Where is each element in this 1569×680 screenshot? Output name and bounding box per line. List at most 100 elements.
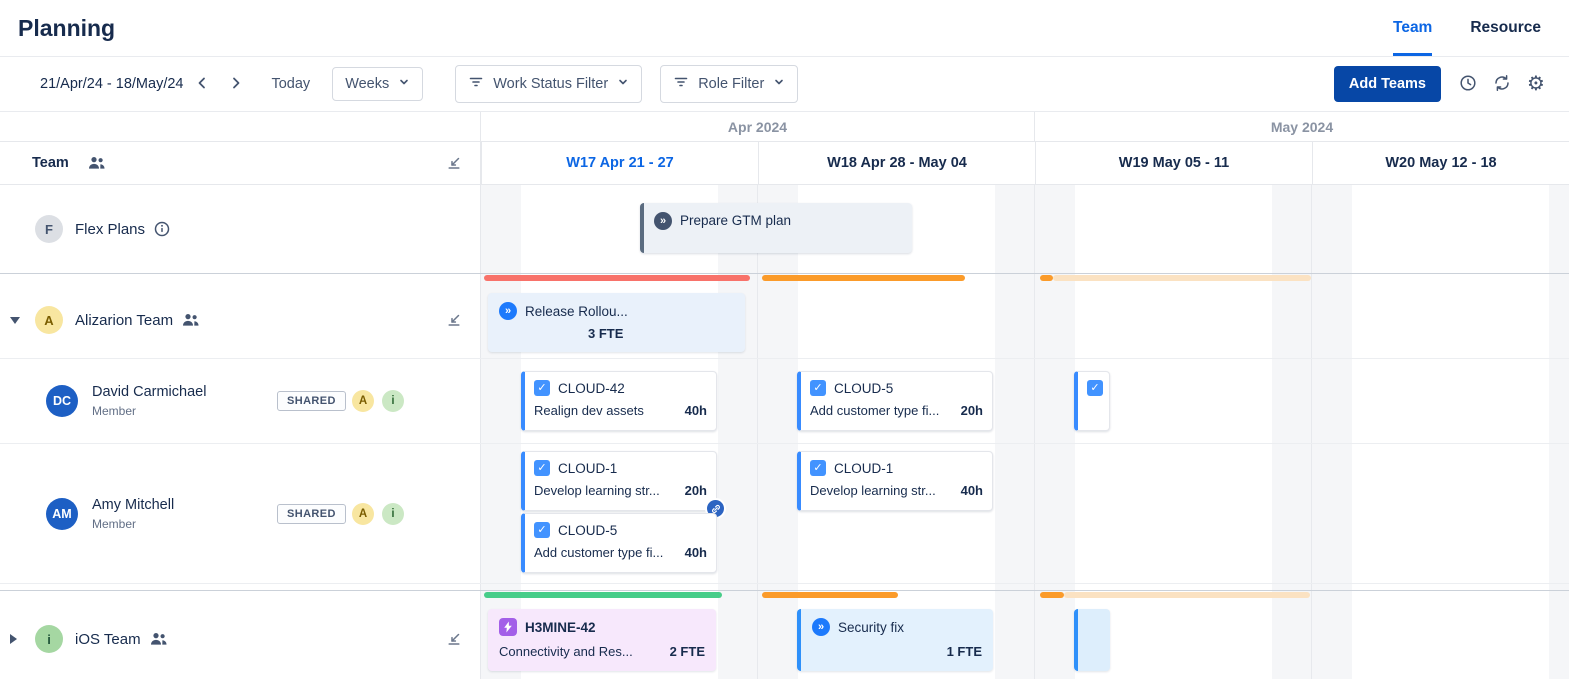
alizarion-team-cell: A Alizarion Team [0, 282, 481, 358]
mini-avatar-team: A [352, 502, 374, 525]
mini-avatar-team: i [382, 390, 404, 412]
tab-team[interactable]: Team [1393, 0, 1433, 56]
ios-team-name: iOS Team [75, 630, 141, 648]
issue-card-cloud-1[interactable]: ✓ CLOUD-1 Develop learning str... 40h [797, 451, 993, 511]
filter-icon [468, 74, 484, 94]
plan-card-security-fix[interactable]: » Security fix 1 FTE [797, 609, 993, 671]
info-icon[interactable] [154, 221, 170, 237]
issue-key: CLOUD-1 [834, 460, 894, 476]
flex-plans-name: Flex Plans [75, 220, 146, 238]
fte-label: 1 FTE [946, 644, 982, 659]
david-timeline: ✓ CLOUD-42 Realign dev assets 40h ✓ CLOUD-5… [481, 359, 1569, 443]
dependency-link-icon[interactable] [707, 500, 724, 517]
timescale-value: Weeks [345, 76, 390, 92]
team-icon [182, 313, 199, 327]
member-role: Member [92, 404, 137, 418]
task-icon: ✓ [810, 460, 826, 476]
alizarion-timeline: » Release Rollou... 3 FTE [481, 282, 1569, 358]
avatar: i [35, 625, 63, 653]
issue-card-stub[interactable]: ✓ [1074, 371, 1110, 431]
sync-icon [1493, 74, 1511, 95]
issue-card-cloud-1[interactable]: ✓ CLOUD-1 Develop learning str... 20h [521, 451, 724, 517]
fte-label: 3 FTE [588, 326, 624, 341]
date-range-label: 21/Apr/24 - 18/May/24 [40, 76, 184, 92]
task-icon: ✓ [1087, 380, 1103, 396]
plan-bar-label: Prepare GTM plan [680, 213, 792, 228]
prev-period-button[interactable] [187, 69, 217, 99]
avatar: AM [46, 497, 78, 530]
plan-title: Security fix [838, 619, 905, 635]
issue-key: H3MINE-42 [525, 619, 596, 635]
expand-caret-icon[interactable] [10, 634, 17, 644]
plan-bar-prepare-gtm[interactable]: » Prepare GTM plan [640, 203, 912, 253]
capacity-segment [1053, 275, 1311, 281]
collapse-rows-icon[interactable] [444, 310, 464, 330]
history-button[interactable] [1451, 67, 1485, 101]
issue-summary: Add customer type fi... [534, 545, 664, 560]
member-name: David Carmichael [92, 384, 207, 400]
collapse-caret-icon[interactable] [10, 316, 20, 324]
refresh-button[interactable] [1485, 67, 1519, 101]
issue-summary: Develop learning str... [534, 483, 660, 498]
month-header-spacer [0, 112, 481, 141]
capacity-segment [762, 592, 898, 598]
issue-key: CLOUD-5 [834, 380, 894, 396]
plan-card-stub[interactable] [1074, 609, 1110, 671]
alizarion-capacity-row [0, 273, 1569, 282]
team-plan-release-rollout[interactable]: » Release Rollou... 3 FTE [488, 293, 745, 352]
chevron-right-icon [228, 75, 244, 94]
task-icon: ✓ [534, 522, 550, 538]
flex-plans-cell: F Flex Plans [0, 185, 481, 273]
hours-label: 20h [684, 483, 707, 498]
ios-capacity-row [0, 590, 1569, 599]
add-teams-button[interactable]: Add Teams [1333, 66, 1441, 102]
capacity-row-spacer [0, 591, 481, 599]
page-title: Planning [18, 14, 116, 41]
capacity-segment [1064, 592, 1310, 598]
collapse-rows-icon[interactable] [444, 629, 464, 649]
today-button[interactable]: Today [263, 70, 318, 98]
filter-icon [673, 74, 689, 94]
issue-summary: Add customer type fi... [810, 403, 940, 418]
role-filter[interactable]: Role Filter [660, 65, 799, 103]
alizarion-team-row: A Alizarion Team » Release Rollou... 3 F… [0, 282, 1569, 359]
tab-resource[interactable]: Resource [1470, 19, 1541, 36]
issue-key: CLOUD-5 [558, 522, 618, 538]
team-column-header: Team [0, 142, 481, 184]
collapse-panel-icon[interactable] [444, 153, 464, 173]
avatar: A [35, 306, 63, 334]
avatar: F [35, 215, 63, 243]
week-header-w18: W18 Apr 28 - May 04 [758, 142, 1035, 184]
shared-badge: SHARED [277, 391, 346, 411]
next-period-button[interactable] [221, 69, 251, 99]
fast-forward-icon: » [654, 212, 672, 230]
task-icon: ✓ [810, 380, 826, 396]
member-cell-amy: AM Amy Mitchell Member SHARED A i [0, 444, 481, 583]
epic-card-h3mine-42[interactable]: H3MINE-42 Connectivity and Res... 2 FTE [488, 609, 716, 671]
flex-plans-timeline: » Prepare GTM plan [481, 185, 1569, 273]
week-header-w19: W19 May 05 - 11 [1035, 142, 1312, 184]
capacity-segment [762, 275, 965, 281]
hours-label: 40h [684, 403, 707, 418]
chevron-down-icon [617, 76, 629, 92]
hours-label: 40h [684, 545, 707, 560]
capacity-segment [1040, 275, 1053, 281]
week-header-w20: W20 May 12 - 18 [1312, 142, 1569, 184]
member-row-david: DC David Carmichael Member SHARED A i ✓ C… [0, 359, 1569, 444]
settings-button[interactable]: ⚙ [1519, 67, 1553, 101]
issue-card-cloud-42[interactable]: ✓ CLOUD-42 Realign dev assets 40h [521, 371, 717, 431]
timescale-select[interactable]: Weeks [332, 67, 424, 101]
member-cell-david: DC David Carmichael Member SHARED A i [0, 359, 481, 443]
alizarion-team-name: Alizarion Team [75, 311, 174, 329]
member-row-amy: AM Amy Mitchell Member SHARED A i ✓ CLOUD… [0, 444, 1569, 584]
issue-summary: Develop learning str... [810, 483, 936, 498]
work-status-filter[interactable]: Work Status Filter [455, 65, 643, 103]
mini-avatar-team: A [352, 390, 374, 412]
month-header-row: Apr 2024 May 2024 [0, 111, 1569, 141]
issue-card-cloud-5[interactable]: ✓ CLOUD-5 Add customer type fi... 40h [521, 513, 717, 573]
fte-label: 2 FTE [669, 644, 705, 659]
issue-card-cloud-5[interactable]: ✓ CLOUD-5 Add customer type fi... 20h [797, 371, 993, 431]
month-label-may: May 2024 [1270, 118, 1334, 135]
chevron-down-icon [398, 76, 410, 92]
